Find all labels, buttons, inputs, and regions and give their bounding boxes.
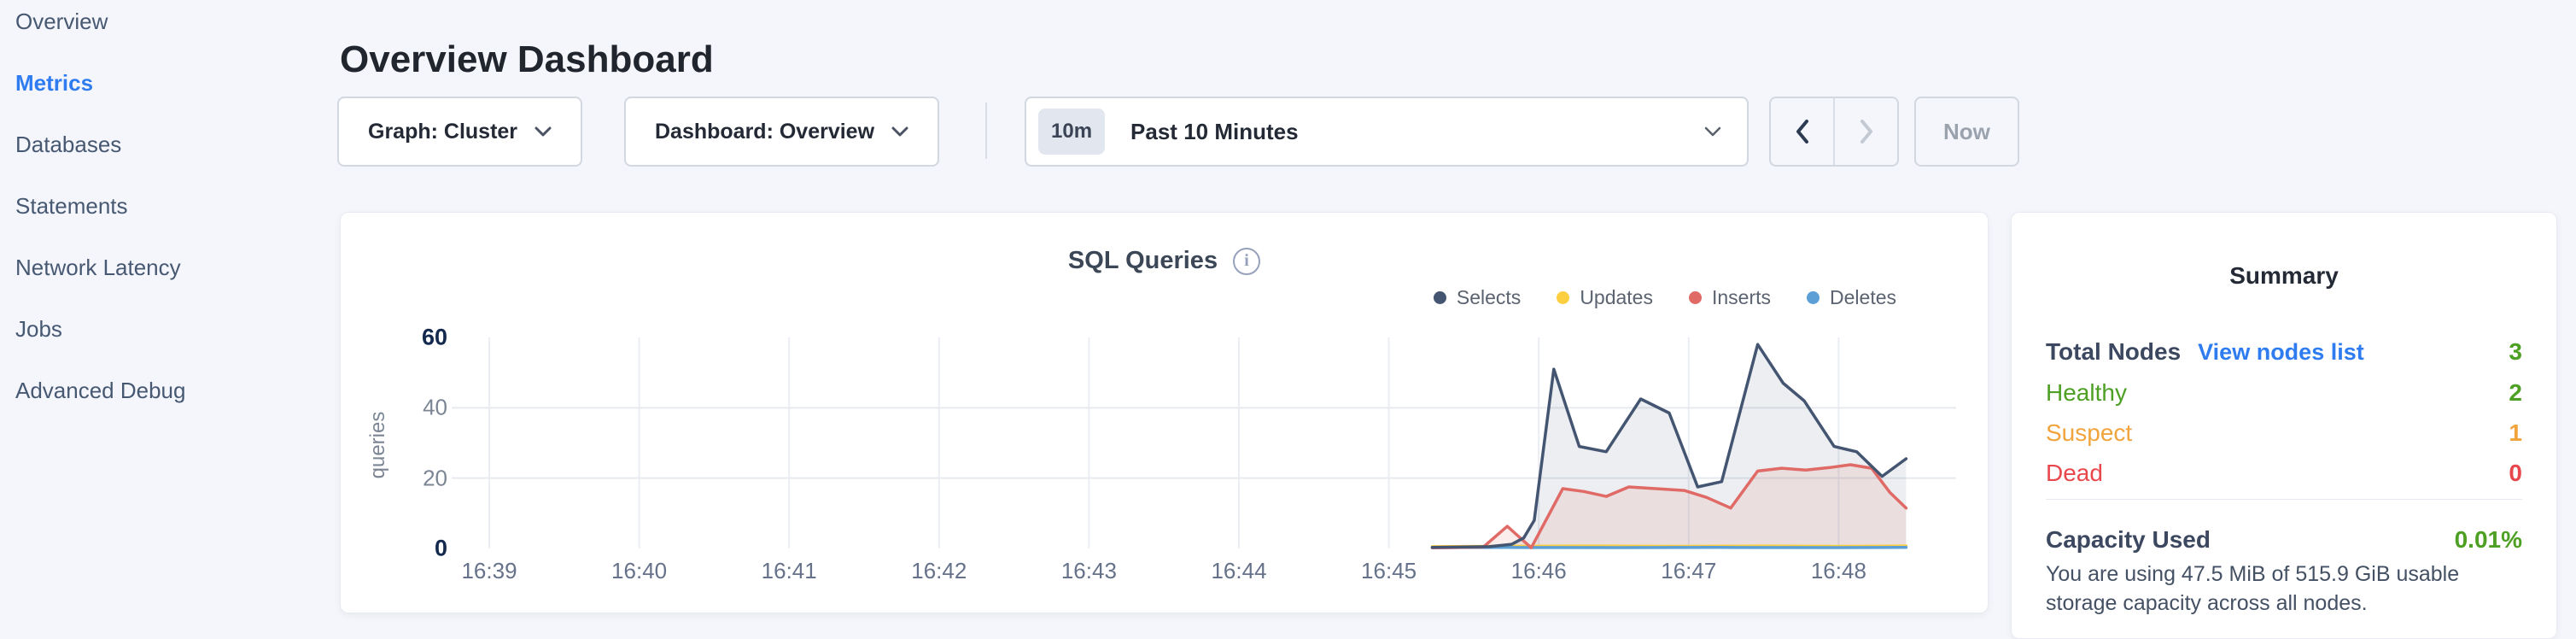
chart-title: SQL Queries [1068,247,1218,275]
sidebar-item-network-latency[interactable]: Network Latency [15,248,324,287]
x-tick-16-41: 16:41 [762,558,817,584]
x-tick-16-43: 16:43 [1061,558,1117,584]
total-nodes-row: Total Nodes View nodes list 3 [2046,337,2522,366]
legend-dot-updates [1557,291,1569,304]
x-tick-16-39: 16:39 [461,558,517,584]
node-status-label: Suspect [2046,419,2132,448]
time-range-badge: 10m [1038,108,1105,155]
chart-title-row: SQL Queries i [341,247,1988,275]
now-button[interactable]: Now [1914,97,2019,167]
chart-legend: Selects Updates Inserts Deletes [1434,286,1896,309]
capacity-used-value: 0.01% [2455,525,2522,554]
sql-queries-chart-card: SQL Queries i Selects Updates Inserts Delet… [340,212,1989,613]
dashboard-dropdown[interactable]: Dashboard: Overview [624,97,939,167]
time-step-forward-button[interactable] [1835,98,1897,165]
chevron-down-icon [1704,126,1721,137]
view-nodes-list-link[interactable]: View nodes list [2198,337,2364,366]
capacity-used-label: Capacity Used [2046,525,2211,554]
y-tick-60: 60 [371,325,447,351]
graph-dropdown-label: Graph: Cluster [368,120,517,144]
page: Overview Metrics Databases Statements Networ… [0,0,2576,624]
info-icon[interactable]: i [1233,248,1260,275]
sidebar-item-advanced-debug[interactable]: Advanced Debug [15,371,324,410]
sidebar-item-metrics[interactable]: Metrics [15,63,324,103]
summary-title: Summary [2046,262,2522,290]
legend-dot-inserts [1689,291,1702,304]
legend-label: Inserts [1712,286,1771,309]
node-status-value: 0 [2509,459,2522,488]
time-step-back-button[interactable] [1771,98,1835,165]
time-range-dropdown[interactable]: 10m Past 10 Minutes [1025,97,1749,167]
x-tick-16-42: 16:42 [911,558,967,584]
x-tick-16-40: 16:40 [611,558,667,584]
summary-node-rows: Healthy 2 Suspect 1 Dead 0 [2046,378,2522,488]
node-status-label: Dead [2046,459,2103,488]
node-status-row-dead: Dead 0 [2046,459,2522,488]
x-tick-16-44: 16:44 [1211,558,1266,584]
legend-item-selects[interactable]: Selects [1434,286,1521,309]
capacity-row: Capacity Used 0.01% [2046,525,2522,554]
capacity-caption: You are using 47.5 MiB of 515.9 GiB usab… [2046,560,2522,618]
page-title: Overview Dashboard [340,38,714,81]
node-status-label: Healthy [2046,378,2127,407]
chevron-right-icon [1859,119,1874,144]
legend-label: Deletes [1830,286,1896,309]
sidebar-item-overview[interactable]: Overview [15,2,324,41]
y-tick-40: 40 [371,395,447,421]
chevron-down-icon [534,126,552,137]
x-tick-16-45: 16:45 [1361,558,1417,584]
node-status-row-healthy: Healthy 2 [2046,378,2522,407]
graph-dropdown[interactable]: Graph: Cluster [337,97,582,167]
legend-item-inserts[interactable]: Inserts [1689,286,1771,309]
sidebar-item-databases[interactable]: Databases [15,125,324,164]
legend-dot-selects [1434,291,1446,304]
now-button-label: Now [1943,119,1990,145]
y-tick-20: 20 [371,465,447,491]
legend-item-deletes[interactable]: Deletes [1807,286,1896,309]
sidebar-nav: Overview Metrics Databases Statements Networ… [0,0,324,624]
node-status-value: 2 [2509,378,2522,407]
chart-svg [452,331,1956,553]
total-nodes-value: 3 [2509,337,2522,366]
legend-item-updates[interactable]: Updates [1557,286,1653,309]
x-tick-16-48: 16:48 [1811,558,1866,584]
node-status-value: 1 [2509,419,2522,448]
time-range-label: Past 10 Minutes [1130,119,1704,145]
legend-label: Selects [1457,286,1521,309]
controls-divider [985,103,987,159]
sidebar-item-statements[interactable]: Statements [15,186,324,226]
y-tick-0: 0 [371,536,447,562]
x-tick-16-46: 16:46 [1511,558,1567,584]
total-nodes-label: Total Nodes [2046,337,2181,366]
legend-label: Updates [1580,286,1653,309]
chevron-down-icon [891,126,908,137]
time-step-buttons [1769,97,1899,167]
node-status-row-suspect: Suspect 1 [2046,419,2522,448]
dashboard-dropdown-label: Dashboard: Overview [655,120,874,144]
sidebar-item-jobs[interactable]: Jobs [15,309,324,349]
legend-dot-deletes [1807,291,1820,304]
summary-panel: Summary Total Nodes View nodes list 3 He… [2011,212,2557,639]
chevron-left-icon [1795,119,1810,144]
x-tick-16-47: 16:47 [1661,558,1716,584]
summary-divider [2046,499,2522,500]
